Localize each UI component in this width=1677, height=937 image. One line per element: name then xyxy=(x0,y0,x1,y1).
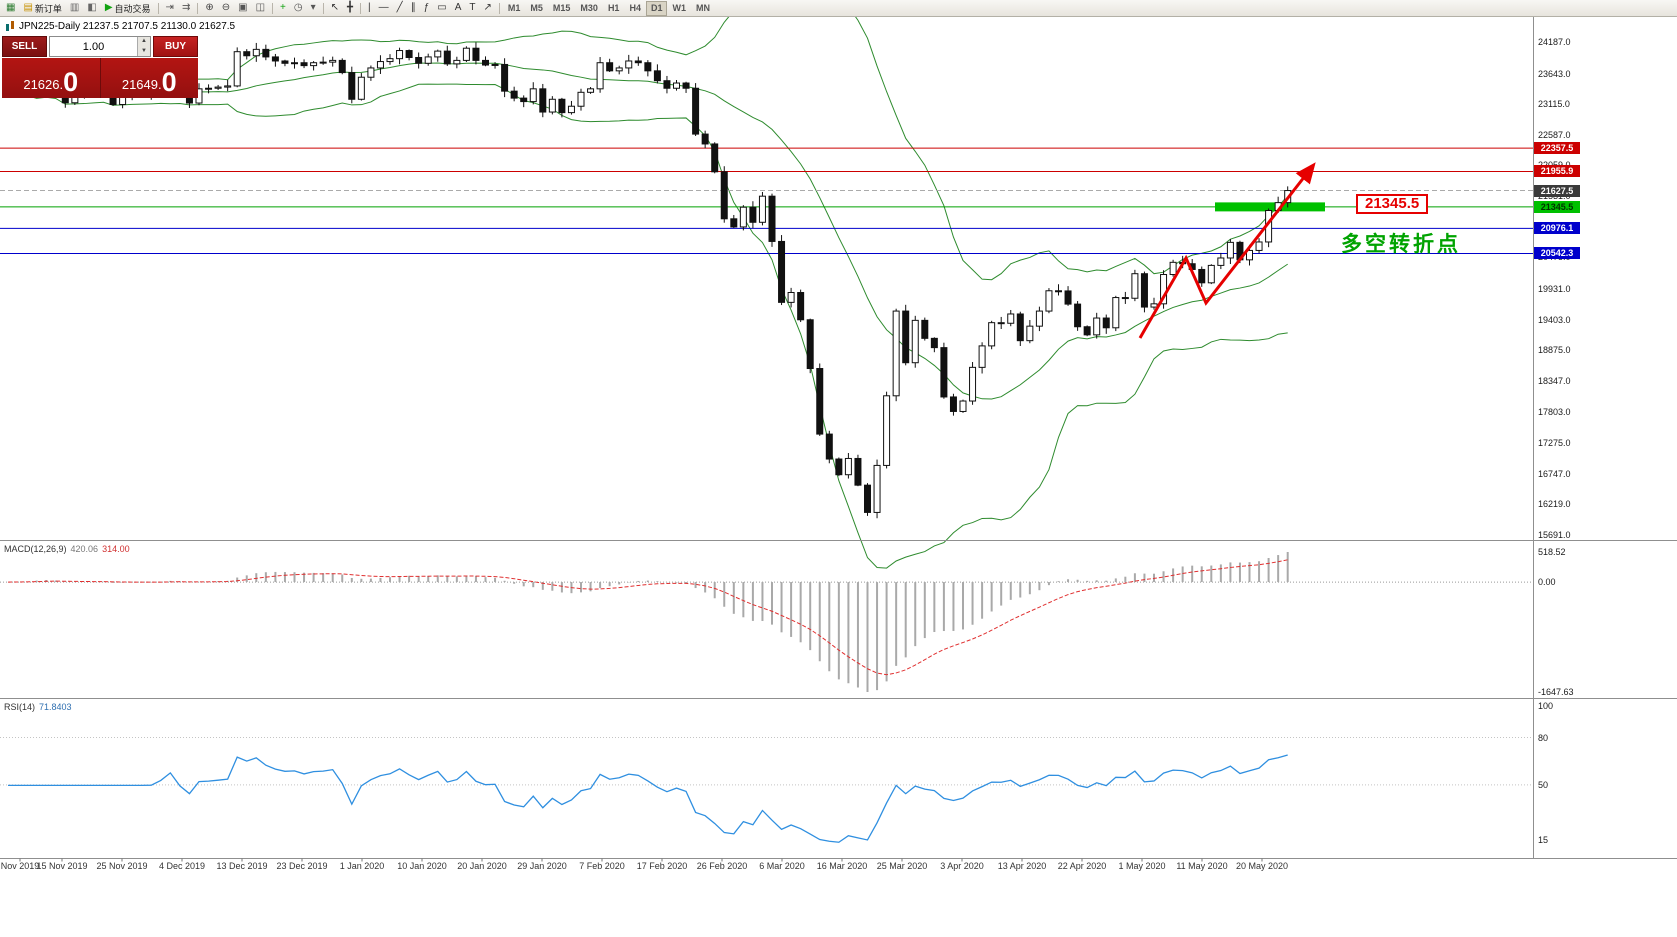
profiles-icon: ◧ xyxy=(87,2,97,13)
horizontal-line-button[interactable]: — xyxy=(375,1,393,16)
cascade-windows-icon: ◫ xyxy=(255,2,266,13)
shapes-icon: ▭ xyxy=(437,2,447,13)
add-indicator-icon: + xyxy=(280,2,286,13)
sell-price-button[interactable]: 21626. 0 xyxy=(2,58,101,98)
trade-controls-row: SELL ▲ ▼ BUY xyxy=(2,36,198,57)
chart-shift-button[interactable]: ⇥ xyxy=(162,1,178,16)
timeframe-h1-button[interactable]: H1 xyxy=(603,1,625,16)
periods-icon: ◷ xyxy=(293,2,303,13)
autotrading-button-label: 自动交易 xyxy=(114,3,151,14)
zoom-in-button[interactable]: ⊕ xyxy=(201,1,217,16)
vertical-line-icon: | xyxy=(368,2,371,13)
profiles-button[interactable]: ◧ xyxy=(83,1,100,16)
templates-button[interactable]: ▾ xyxy=(307,1,320,16)
crosshair-icon: ╋ xyxy=(347,2,354,13)
buy-price: 21649. xyxy=(121,77,162,92)
trade-prices-row: 21626. 0 21649. 0 xyxy=(2,58,198,98)
text-button[interactable]: A xyxy=(451,1,466,16)
buy-price-big-digit: 0 xyxy=(161,67,177,97)
autotrading-icon: ▶ xyxy=(104,2,113,13)
new-order-button[interactable]: ▤ 新订单 xyxy=(19,1,65,16)
add-indicator-button[interactable]: + xyxy=(276,1,290,16)
zoom-out-icon: ⊖ xyxy=(221,2,231,13)
shapes-button[interactable]: ▭ xyxy=(433,1,450,16)
volume-down-button[interactable]: ▼ xyxy=(138,46,150,56)
channel-button[interactable]: ∥ xyxy=(407,1,420,16)
autotrading-button[interactable]: ▶ 自动交易 xyxy=(101,1,155,16)
timeframe-m5-button[interactable]: M5 xyxy=(525,1,548,16)
support-zone-rectangle[interactable] xyxy=(1215,202,1325,212)
volume-input[interactable] xyxy=(50,37,137,56)
timeframe-m15-button[interactable]: M15 xyxy=(548,1,576,16)
sell-button[interactable]: SELL xyxy=(2,36,47,57)
sell-price: 21626. xyxy=(23,77,64,92)
toolbar-separator xyxy=(197,2,199,14)
annotation-price-callout[interactable]: 21345.5 xyxy=(1356,194,1429,214)
buy-price-button[interactable]: 21649. 0 xyxy=(100,58,198,98)
label-icon: T xyxy=(469,2,476,13)
rsi-line xyxy=(8,754,1288,843)
horizontal-line-icon: — xyxy=(378,2,389,13)
channel-icon: ∥ xyxy=(410,2,416,13)
new-chart-button[interactable]: ▦ xyxy=(2,1,19,16)
toolbar-separator xyxy=(322,2,324,14)
charts-menu-icon: ▥ xyxy=(69,2,80,13)
timeframe-m1-button[interactable]: M1 xyxy=(503,1,526,16)
crosshair-button[interactable]: ╋ xyxy=(343,1,357,16)
trendline-icon: ╱ xyxy=(396,2,403,13)
one-click-trading-panel: SELL ▲ ▼ BUY 21626.0 21649.0 xyxy=(2,36,198,98)
timeframe-mn-button[interactable]: MN xyxy=(691,1,715,16)
arrows-button[interactable]: ↗ xyxy=(479,1,495,16)
periods-button[interactable]: ◷ xyxy=(290,1,307,16)
charts-menu-button[interactable]: ▥ xyxy=(66,1,83,16)
tile-windows-icon: ▣ xyxy=(238,2,248,13)
toolbar-separator xyxy=(272,2,274,14)
templates-icon: ▾ xyxy=(310,2,316,13)
arrows-icon: ↗ xyxy=(483,2,492,13)
fibonacci-icon: ƒ xyxy=(423,2,430,13)
fibonacci-button[interactable]: ƒ xyxy=(420,1,434,16)
macd-signal-line xyxy=(7,559,1288,676)
timeframe-m30-button[interactable]: M30 xyxy=(575,1,603,16)
auto-scroll-button[interactable]: ⇉ xyxy=(178,1,194,16)
new-chart-icon: ▦ xyxy=(6,2,16,13)
annotation-text-turning-point[interactable]: 多空转折点 xyxy=(1341,233,1461,256)
tile-windows-button[interactable]: ▣ xyxy=(234,1,251,16)
vertical-line-button[interactable]: | xyxy=(364,1,375,16)
trend-arrow[interactable] xyxy=(1138,162,1316,339)
zoom-out-button[interactable]: ⊖ xyxy=(218,1,234,16)
timeframe-w1-button[interactable]: W1 xyxy=(667,1,691,16)
new-order-icon: ▤ xyxy=(23,2,33,13)
timeframe-d1-button[interactable]: D1 xyxy=(645,0,668,16)
cursor-icon: ↖ xyxy=(330,2,340,13)
bollinger-band xyxy=(7,62,1288,400)
cursor-button[interactable]: ↖ xyxy=(327,1,343,16)
timeframe-h4-button[interactable]: H4 xyxy=(624,1,646,16)
text-icon: A xyxy=(454,2,462,13)
toolbar-separator xyxy=(498,2,500,14)
toolbar: ▦ ▤ 新订单 ▥ ◧ ▶ 自动交易 ⇥ ⇉ ⊕ ⊖ ▣ ◫ + ◷ ▾ ↖ ╋ | — ╱ ∥ ƒ ▭ A T ↗ M1 M5 M15 M… xyxy=(0,0,1677,17)
trendline-button[interactable]: ╱ xyxy=(393,1,407,16)
toolbar-separator xyxy=(360,2,362,14)
buy-button[interactable]: BUY xyxy=(153,36,198,57)
chart-shift-icon: ⇥ xyxy=(165,2,174,13)
volume-stepper: ▲ ▼ xyxy=(137,37,150,56)
bollinger-band xyxy=(7,83,1288,569)
sell-price-big-digit: 0 xyxy=(63,67,79,97)
volume-up-button[interactable]: ▲ xyxy=(138,37,150,47)
bollinger-band xyxy=(7,0,1289,281)
cascade-windows-button[interactable]: ◫ xyxy=(252,1,269,16)
toolbar-separator xyxy=(157,2,159,14)
label-button[interactable]: T xyxy=(465,1,479,16)
auto-scroll-icon: ⇉ xyxy=(181,2,191,13)
new-order-button-label: 新订单 xyxy=(34,3,62,14)
volume-box: ▲ ▼ xyxy=(49,36,151,57)
zoom-in-icon: ⊕ xyxy=(205,2,214,13)
